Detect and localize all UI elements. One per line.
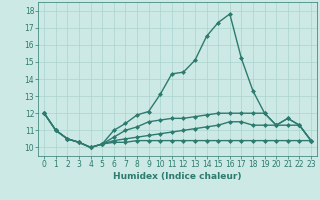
X-axis label: Humidex (Indice chaleur): Humidex (Indice chaleur) [113,172,242,181]
